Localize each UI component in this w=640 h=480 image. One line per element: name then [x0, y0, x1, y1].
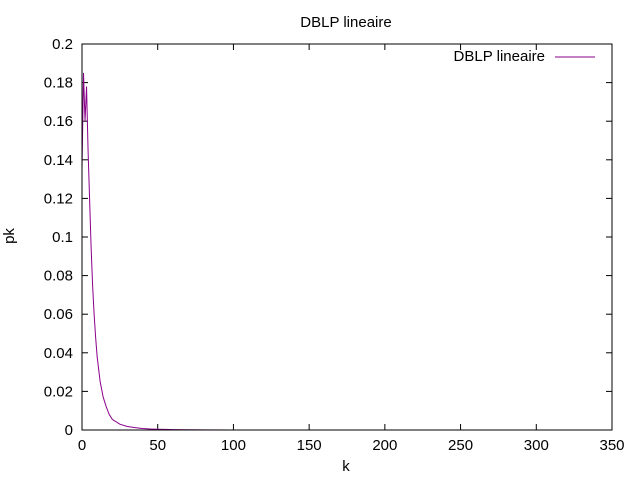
y-tick-label: 0.12: [44, 190, 73, 207]
x-tick-label: 150: [297, 437, 322, 454]
series-line-dblp-lineaire: [81, 72, 597, 431]
legend: DBLP lineaire: [454, 48, 595, 65]
x-tick-label: 50: [149, 437, 166, 454]
y-tick-label: 0.14: [44, 152, 73, 169]
y-axis-label: pk: [1, 228, 18, 244]
y-tick-label: 0.08: [44, 268, 73, 285]
y-tick-label: 0: [65, 422, 73, 439]
x-tick-label: 100: [221, 437, 246, 454]
y-tick-label: 0.02: [44, 383, 73, 400]
plot-frame: [81, 43, 613, 431]
x-tick-label: 250: [448, 437, 473, 454]
y-tick-label: 0.04: [44, 345, 73, 362]
y-tick-label: 0.06: [44, 306, 73, 323]
x-tick-label: 350: [599, 437, 624, 454]
y-tick-label: 0.1: [52, 229, 73, 246]
y-tick-label: 0.16: [44, 113, 73, 130]
x-axis-label: k: [342, 458, 350, 475]
x-tick-label: 300: [524, 437, 549, 454]
y-tick-label: 0.2: [52, 36, 73, 53]
y-tick-label: 0.18: [44, 75, 73, 92]
chart-title: DBLP lineaire: [300, 14, 391, 31]
legend-label: DBLP lineaire: [454, 48, 545, 65]
x-tick-label: 0: [78, 437, 86, 454]
x-tick-label: 200: [372, 437, 397, 454]
